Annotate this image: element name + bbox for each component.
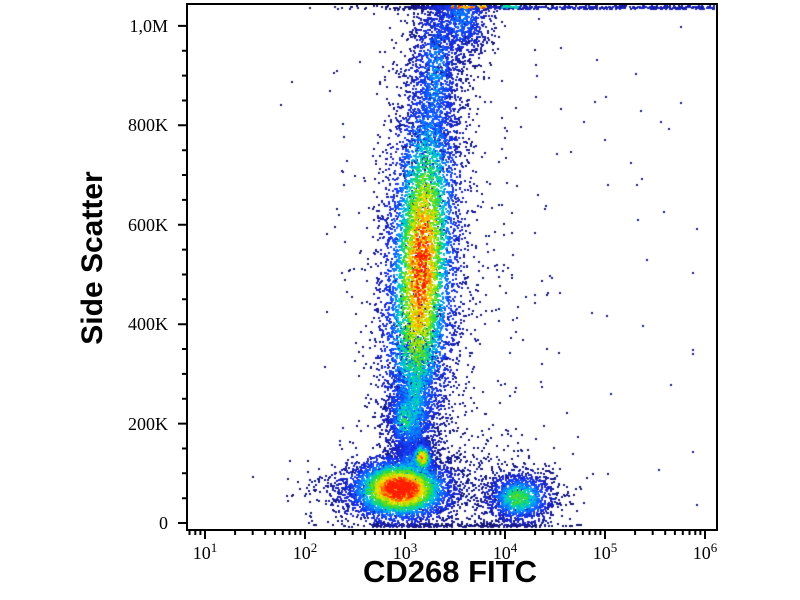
y-axis-title: Side Scatter bbox=[76, 171, 109, 345]
y-tick-label: 800K bbox=[128, 115, 168, 136]
y-tick-label: 1,0M bbox=[129, 15, 168, 36]
x-tick-label: 105 bbox=[592, 540, 618, 563]
x-axis-title: CD268 FITC bbox=[363, 554, 537, 589]
y-tick-label: 400K bbox=[128, 314, 168, 335]
x-tick-label: 106 bbox=[692, 540, 718, 563]
x-tick-label: 102 bbox=[292, 540, 318, 563]
density-scatter-canvas bbox=[188, 5, 716, 529]
x-tick-label: 103 bbox=[392, 540, 418, 563]
x-tick-label: 101 bbox=[192, 540, 218, 563]
y-tick-label: 0 bbox=[159, 513, 168, 534]
y-tick-label: 600K bbox=[128, 214, 168, 235]
x-tick-label: 104 bbox=[492, 540, 518, 563]
y-tick-label: 200K bbox=[128, 413, 168, 434]
